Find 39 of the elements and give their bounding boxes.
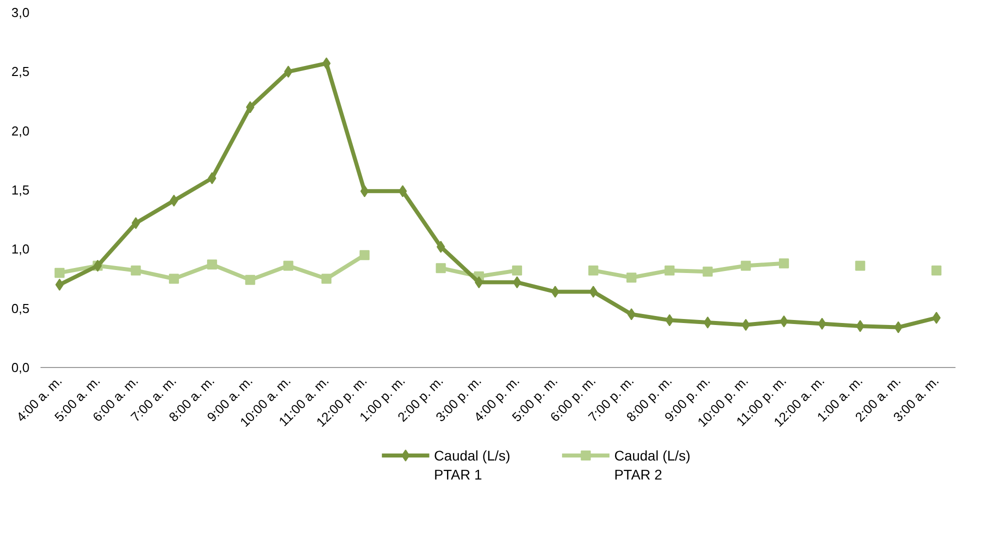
point — [55, 278, 64, 291]
point — [322, 57, 331, 70]
point — [130, 265, 141, 276]
point — [778, 258, 789, 268]
point — [818, 318, 826, 330]
point — [627, 308, 636, 320]
point — [931, 265, 942, 276]
point — [360, 185, 369, 198]
point — [207, 260, 218, 270]
point — [664, 265, 675, 276]
legend-label: Caudal (L/s) PTAR 1 — [434, 448, 510, 483]
point — [512, 265, 522, 276]
point — [855, 260, 866, 271]
point — [512, 276, 522, 288]
point — [702, 266, 713, 277]
point — [321, 274, 332, 284]
point — [740, 260, 751, 271]
point — [780, 315, 788, 328]
y-tick-label: 2,5 — [11, 64, 30, 80]
point — [932, 312, 941, 324]
point — [245, 274, 256, 285]
legend-label: Caudal (L/s) PTAR 2 — [614, 448, 690, 483]
point — [436, 263, 446, 274]
point — [474, 276, 484, 288]
y-tick-label: 3,0 — [11, 5, 30, 20]
point — [54, 268, 65, 278]
point — [626, 272, 636, 283]
point — [588, 265, 598, 276]
point — [665, 314, 674, 326]
y-tick-label: 0,5 — [11, 300, 30, 316]
point — [168, 274, 179, 284]
y-tick-label: 1,0 — [11, 242, 30, 257]
point — [360, 250, 370, 260]
y-tick-label: 1,5 — [11, 182, 30, 198]
point — [283, 260, 294, 271]
y-tick-label: 2,0 — [11, 123, 30, 138]
y-tick-label: 0,0 — [11, 360, 30, 375]
point — [208, 172, 216, 184]
point — [170, 194, 178, 207]
